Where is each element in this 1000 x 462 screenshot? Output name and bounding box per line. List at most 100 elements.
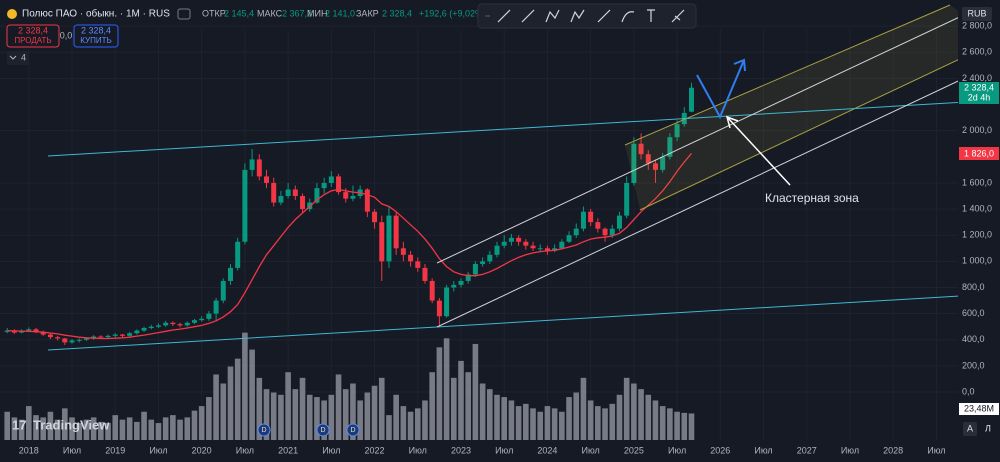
candle-body [667, 137, 673, 157]
volume-bar [515, 406, 522, 440]
candle-body [487, 254, 493, 262]
volume-bar [263, 389, 270, 440]
volume-bar [681, 412, 688, 440]
buy-box[interactable] [73, 24, 119, 48]
dividend-markers: D D D [257, 423, 360, 437]
chevron[interactable] [9, 55, 17, 60]
trend-line [47, 99, 1000, 157]
volume-bar [47, 411, 54, 440]
volume-bar [54, 419, 61, 440]
candle-body [112, 334, 118, 336]
volume-bar [126, 417, 133, 440]
y-tick-label: 1 600,0 [962, 177, 992, 187]
volume-bar [566, 397, 572, 440]
candle-body [220, 280, 226, 301]
indicator-toggle[interactable] [7, 51, 29, 65]
candle-body [436, 300, 442, 317]
candle-body [271, 182, 277, 203]
tool-icon[interactable] [671, 9, 685, 23]
candle-body [537, 248, 543, 250]
volume-bar [357, 400, 363, 440]
volume-bar [119, 419, 126, 440]
icon [177, 8, 191, 20]
volume-bar [587, 400, 594, 440]
currency[interactable]: RUB [967, 8, 986, 18]
buy-button[interactable]: 2 328,4 КУПИТЬ [73, 24, 119, 48]
volume-bar [378, 377, 385, 440]
candle-body [69, 340, 75, 343]
volume-bar [134, 421, 140, 440]
moving-average [7, 152, 692, 340]
candle-body [530, 245, 536, 249]
volume-badge [959, 403, 999, 415]
x-tick-label: 2024 [537, 445, 557, 455]
volume-bar [616, 394, 623, 440]
candle-body [400, 248, 406, 255]
candle-body [83, 338, 89, 340]
sell-box[interactable] [6, 24, 60, 48]
x-tick-label: Июл [841, 445, 859, 455]
candle-body [206, 313, 212, 319]
annotation: Кластерная зона [765, 191, 859, 205]
volume-bar [292, 389, 299, 440]
sell-label[interactable]: ПРОДАТЬ [14, 36, 51, 45]
volume-bar [234, 358, 241, 440]
tool-icon[interactable] [621, 11, 635, 23]
volume-bar [400, 406, 407, 440]
auto[interactable]: A [967, 423, 973, 433]
auto-button[interactable] [963, 422, 977, 436]
x-tick-label: Июл [63, 445, 81, 455]
candle-body [314, 188, 320, 203]
log[interactable]: Л [985, 423, 991, 433]
drawings [47, 4, 1000, 351]
candle-body [660, 156, 666, 170]
tool-icon[interactable] [597, 9, 611, 23]
volume-bar [638, 389, 644, 440]
x-tick-label: Июл [668, 445, 686, 455]
tool-icon[interactable] [497, 9, 511, 23]
tool-icon[interactable] [570, 9, 585, 23]
y-tick-label: 0,0 [962, 386, 975, 396]
volume-bar [523, 403, 529, 440]
y-tick-label: 1 000,0 [962, 256, 992, 266]
volume-bar [667, 408, 673, 440]
volume-bar [98, 421, 104, 440]
tool-icon[interactable] [521, 9, 535, 23]
volume-bar [364, 392, 371, 440]
candle-body [55, 337, 61, 339]
volume-bar [537, 411, 544, 440]
volume-bar [429, 372, 435, 440]
candle-body [624, 182, 630, 216]
x-tick-label: 2019 [105, 445, 125, 455]
dividend[interactable]: D [320, 427, 325, 434]
candle-body [379, 222, 385, 262]
candle-body [472, 263, 478, 275]
volume-bar [141, 411, 147, 440]
change: +192,6 (+9,02%) [419, 8, 486, 18]
volume-bar [83, 419, 90, 440]
dividend[interactable]: D [350, 427, 355, 434]
candle-body [91, 336, 97, 339]
volume-bar [609, 403, 616, 440]
tool-icon[interactable] [647, 9, 655, 22]
price-axis [958, 0, 1000, 440]
candle-body [264, 176, 270, 183]
candle-body [292, 189, 298, 197]
indicator-count[interactable]: 4 [21, 52, 26, 62]
candle-body [494, 245, 500, 255]
volume-bar [220, 383, 227, 440]
tool-icon[interactable] [545, 9, 560, 23]
arrow-head [733, 58, 746, 72]
buy-label[interactable]: КУПИТЬ [80, 36, 111, 45]
volume-bar [170, 415, 176, 440]
sell-price[interactable]: 2 328,4 [18, 25, 48, 35]
candle-body [372, 211, 378, 223]
sell-button[interactable]: 2 328,4 ПРОДАТЬ [6, 24, 60, 48]
volume-bar [631, 383, 637, 440]
price-pane [4, 82, 694, 345]
buy-price[interactable]: 2 328,4 [81, 25, 111, 35]
dividend[interactable]: D [261, 427, 266, 434]
volume-bar [162, 417, 169, 440]
y-tick-label: 1 400,0 [962, 203, 992, 213]
currency-box[interactable] [962, 7, 992, 21]
